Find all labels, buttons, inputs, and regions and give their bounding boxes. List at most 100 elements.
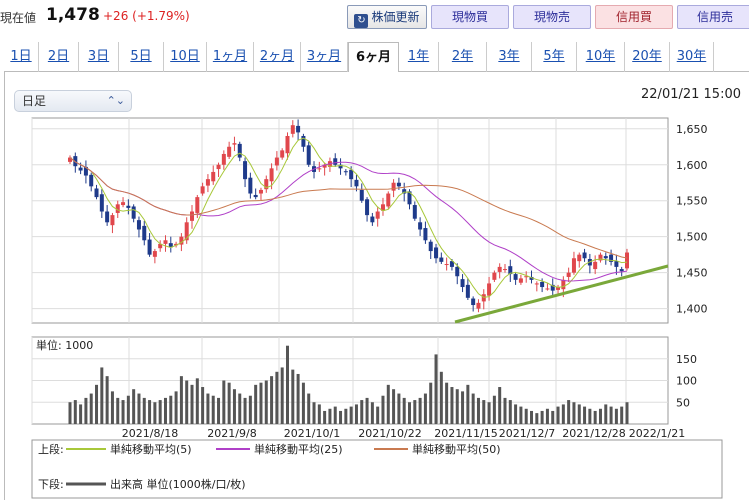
x-tick-label: 2021/9/8 xyxy=(207,427,256,440)
volume-bar xyxy=(519,406,523,424)
candle xyxy=(168,243,173,248)
tab-period-2[interactable]: 3日 xyxy=(79,42,119,72)
volume-bar xyxy=(609,406,613,424)
margin-sell-button[interactable]: 信用売 xyxy=(677,5,749,29)
volume-bar xyxy=(498,387,502,424)
volume-bar xyxy=(508,400,512,424)
volume-bar xyxy=(545,408,549,424)
chevron-updown-icon: ⌃⌄ xyxy=(106,94,125,107)
candle xyxy=(195,197,200,213)
volume-bar xyxy=(551,410,555,424)
ma5-line xyxy=(69,137,628,298)
volume-bar xyxy=(169,395,173,424)
tab-period-7[interactable]: 3ヶ月 xyxy=(301,42,348,72)
candle xyxy=(518,278,523,283)
volume-bar xyxy=(598,408,602,424)
volume-bar xyxy=(593,410,597,424)
volume-bar xyxy=(476,397,480,424)
volume-bar xyxy=(418,397,422,424)
legend-volume-label: 出来高 単位(1000株/口/枚) xyxy=(110,477,246,491)
chart-timestamp: 22/01/21 15:00 xyxy=(641,87,741,102)
volume-bar xyxy=(492,395,496,424)
volume-bar xyxy=(397,393,401,424)
volume-bar xyxy=(301,382,305,424)
candle xyxy=(99,194,104,212)
volume-tick-label: 50 xyxy=(676,396,690,409)
tab-period-3[interactable]: 5日 xyxy=(119,42,164,72)
candle xyxy=(343,171,348,173)
candle xyxy=(258,189,263,194)
tab-period-1[interactable]: 2日 xyxy=(39,42,79,72)
tab-period-4[interactable]: 10日 xyxy=(164,42,207,72)
tab-label: 30年 xyxy=(676,49,707,64)
tab-period-5[interactable]: 1ヶ月 xyxy=(207,42,254,72)
x-tick-label: 2021/8/18 xyxy=(122,427,178,440)
volume-bar xyxy=(530,410,534,424)
candle xyxy=(566,272,571,277)
candle xyxy=(614,261,619,267)
refresh-price-button[interactable]: ↻ 株価更新 xyxy=(347,5,427,29)
candle xyxy=(301,135,306,147)
volume-bar xyxy=(116,397,120,424)
candle xyxy=(598,254,603,261)
candle xyxy=(418,222,423,230)
candle xyxy=(115,204,120,213)
candle xyxy=(423,228,428,241)
candle xyxy=(280,150,285,158)
candle xyxy=(349,169,354,180)
volume-bar xyxy=(95,384,99,424)
volume-bar xyxy=(461,391,465,424)
candle xyxy=(449,261,454,267)
volume-bar xyxy=(386,384,390,424)
cash-buy-button[interactable]: 現物買 xyxy=(431,5,509,29)
interval-select[interactable]: 日足 ⌃⌄ xyxy=(14,90,132,112)
y-tick-label: 1,400 xyxy=(676,303,708,316)
tab-period-13[interactable]: 10年 xyxy=(577,42,625,72)
volume-bar xyxy=(211,395,215,424)
cash-sell-button[interactable]: 現物売 xyxy=(513,5,591,29)
volume-bar xyxy=(434,354,438,424)
ma50-line xyxy=(69,157,628,259)
candle xyxy=(179,236,184,245)
tab-period-10[interactable]: 2年 xyxy=(439,42,487,72)
candle xyxy=(593,261,598,270)
volume-bar xyxy=(354,404,358,424)
tab-period-6[interactable]: 2ヶ月 xyxy=(254,42,301,72)
candle xyxy=(142,225,147,241)
candle xyxy=(471,298,476,306)
tab-period-9[interactable]: 1年 xyxy=(399,42,439,72)
volume-bar xyxy=(264,380,268,424)
candle xyxy=(487,283,492,296)
support-trendline xyxy=(454,264,669,324)
tab-label: 10年 xyxy=(585,49,616,64)
volume-bar xyxy=(323,410,327,424)
tab-period-12[interactable]: 5年 xyxy=(532,42,577,72)
tab-period-14[interactable]: 20年 xyxy=(625,42,670,72)
x-tick-label: 2021/12/7 xyxy=(499,427,555,440)
margin-buy-button[interactable]: 信用買 xyxy=(595,5,673,29)
candle xyxy=(317,168,322,170)
tab-label: 5日 xyxy=(130,49,152,64)
volume-bar xyxy=(577,404,581,424)
x-tick-label: 2021/10/22 xyxy=(358,427,421,440)
volume-bar xyxy=(158,400,162,424)
tab-period-8[interactable]: 6ヶ月 xyxy=(348,42,399,73)
tab-period-11[interactable]: 3年 xyxy=(487,42,532,72)
volume-bar xyxy=(84,397,88,424)
volume-bar xyxy=(423,393,427,424)
volume-bar xyxy=(222,380,226,424)
candle xyxy=(121,202,126,206)
tab-label: 1日 xyxy=(10,49,32,64)
top-bar: 現在値 1,478 +26 (+1.79%) ↻ 株価更新 現物買 現物売 信用買… xyxy=(0,0,749,34)
tab-period-15[interactable]: 30年 xyxy=(670,42,714,72)
tab-label: 3日 xyxy=(87,49,110,64)
volume-bar xyxy=(243,397,247,424)
volume-bar xyxy=(450,387,454,424)
volume-bar xyxy=(217,397,221,424)
candle xyxy=(296,125,301,133)
candle xyxy=(444,264,449,266)
tab-period-0[interactable]: 1日 xyxy=(4,42,39,72)
candle xyxy=(105,211,110,223)
candle xyxy=(428,241,433,252)
tab-label: 10日 xyxy=(170,49,200,64)
